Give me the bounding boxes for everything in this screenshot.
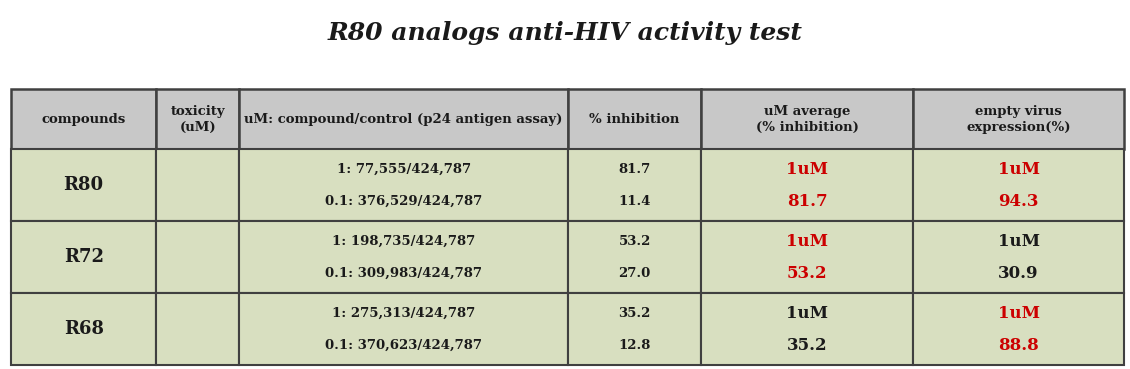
Bar [240, 293, 567, 365]
Text: 1uM: 1uM [998, 233, 1040, 250]
Text: 1: 198,735/424,787: 1: 198,735/424,787 [332, 235, 476, 248]
Text: 11.4: 11.4 [618, 195, 651, 208]
Text: R80: R80 [63, 176, 104, 194]
Bar [913, 293, 1124, 365]
Bar [11, 149, 156, 221]
Text: 1uM: 1uM [786, 161, 828, 178]
Text: 88.8: 88.8 [998, 337, 1038, 354]
Bar [702, 221, 913, 293]
Text: 81.7: 81.7 [618, 163, 651, 176]
Text: empty virus
expression(%): empty virus expression(%) [966, 104, 1071, 134]
Text: uM: compound/control (p24 antigen assay): uM: compound/control (p24 antigen assay) [244, 113, 563, 125]
Bar [156, 149, 240, 221]
Bar [156, 293, 240, 365]
Text: R68: R68 [63, 320, 104, 338]
Text: 12.8: 12.8 [618, 339, 651, 352]
Bar [702, 149, 913, 221]
Bar [240, 149, 567, 221]
Text: 35.2: 35.2 [786, 337, 827, 354]
Text: 1: 77,555/424,787: 1: 77,555/424,787 [337, 163, 471, 176]
Text: % inhibition: % inhibition [590, 113, 680, 125]
Text: 1uM: 1uM [786, 233, 828, 250]
Text: 0.1: 376,529/424,787: 0.1: 376,529/424,787 [325, 195, 483, 208]
Text: uM average
(% inhibition): uM average (% inhibition) [756, 104, 859, 134]
Text: 1uM: 1uM [786, 305, 828, 322]
Bar [11, 293, 156, 365]
Text: 1uM: 1uM [998, 305, 1040, 322]
Bar [11, 221, 156, 293]
Bar [702, 293, 913, 365]
Text: compounds: compounds [42, 113, 125, 125]
Bar [913, 89, 1124, 149]
Text: toxicity
(uM): toxicity (uM) [171, 104, 225, 134]
Text: R72: R72 [63, 248, 104, 266]
Text: 53.2: 53.2 [618, 235, 651, 248]
Bar [156, 89, 240, 149]
Bar [567, 293, 702, 365]
Text: 27.0: 27.0 [618, 267, 651, 280]
Text: R80 analogs anti-HIV activity test: R80 analogs anti-HIV activity test [328, 21, 802, 45]
Bar [913, 149, 1124, 221]
Bar [702, 89, 913, 149]
Text: 30.9: 30.9 [999, 265, 1038, 282]
Bar [240, 89, 567, 149]
Text: 0.1: 370,623/424,787: 0.1: 370,623/424,787 [325, 339, 483, 352]
Text: 94.3: 94.3 [999, 193, 1038, 210]
Bar [913, 221, 1124, 293]
Bar [240, 221, 567, 293]
Text: 1uM: 1uM [998, 161, 1040, 178]
Bar [156, 221, 240, 293]
Bar [567, 89, 702, 149]
Text: 81.7: 81.7 [786, 193, 827, 210]
Text: 0.1: 309,983/424,787: 0.1: 309,983/424,787 [325, 267, 483, 280]
Text: 1: 275,313/424,787: 1: 275,313/424,787 [332, 307, 476, 320]
Bar [567, 221, 702, 293]
Text: 53.2: 53.2 [786, 265, 827, 282]
Text: 35.2: 35.2 [618, 307, 651, 320]
Bar [567, 149, 702, 221]
Bar [11, 89, 156, 149]
